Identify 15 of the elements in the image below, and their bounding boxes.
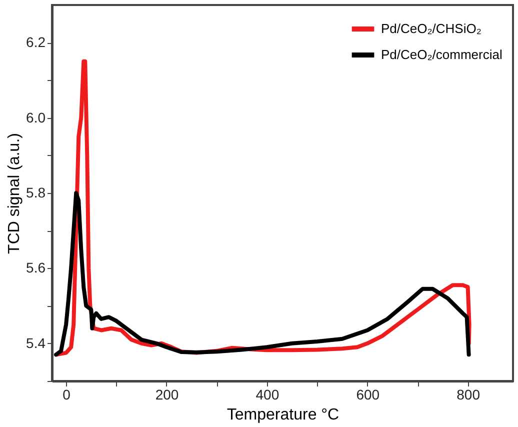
- legend-label: Pd/CeO₂/CHSiO₂: [381, 21, 482, 36]
- x-tick-label: 0: [62, 386, 71, 402]
- y-tick-label: 5.8: [26, 184, 46, 200]
- x-tick-label: 600: [356, 386, 380, 402]
- y-tick-label: 5.4: [26, 334, 46, 351]
- x-tick-label: 400: [256, 386, 280, 402]
- y-tick-label: 6.2: [26, 34, 46, 50]
- x-tick-label: 800: [456, 386, 480, 402]
- y-tick-label: 5.6: [26, 260, 46, 276]
- line-series: [54, 191, 471, 357]
- x-tick-label: 200: [155, 386, 179, 402]
- y-axis-title: TCD signal (a.u.): [6, 133, 24, 254]
- x-axis-title: Temperature °C: [226, 406, 340, 424]
- legend-label: Pd/CeO₂/commercial: [381, 47, 502, 62]
- y-tick-label: 6.0: [26, 109, 46, 126]
